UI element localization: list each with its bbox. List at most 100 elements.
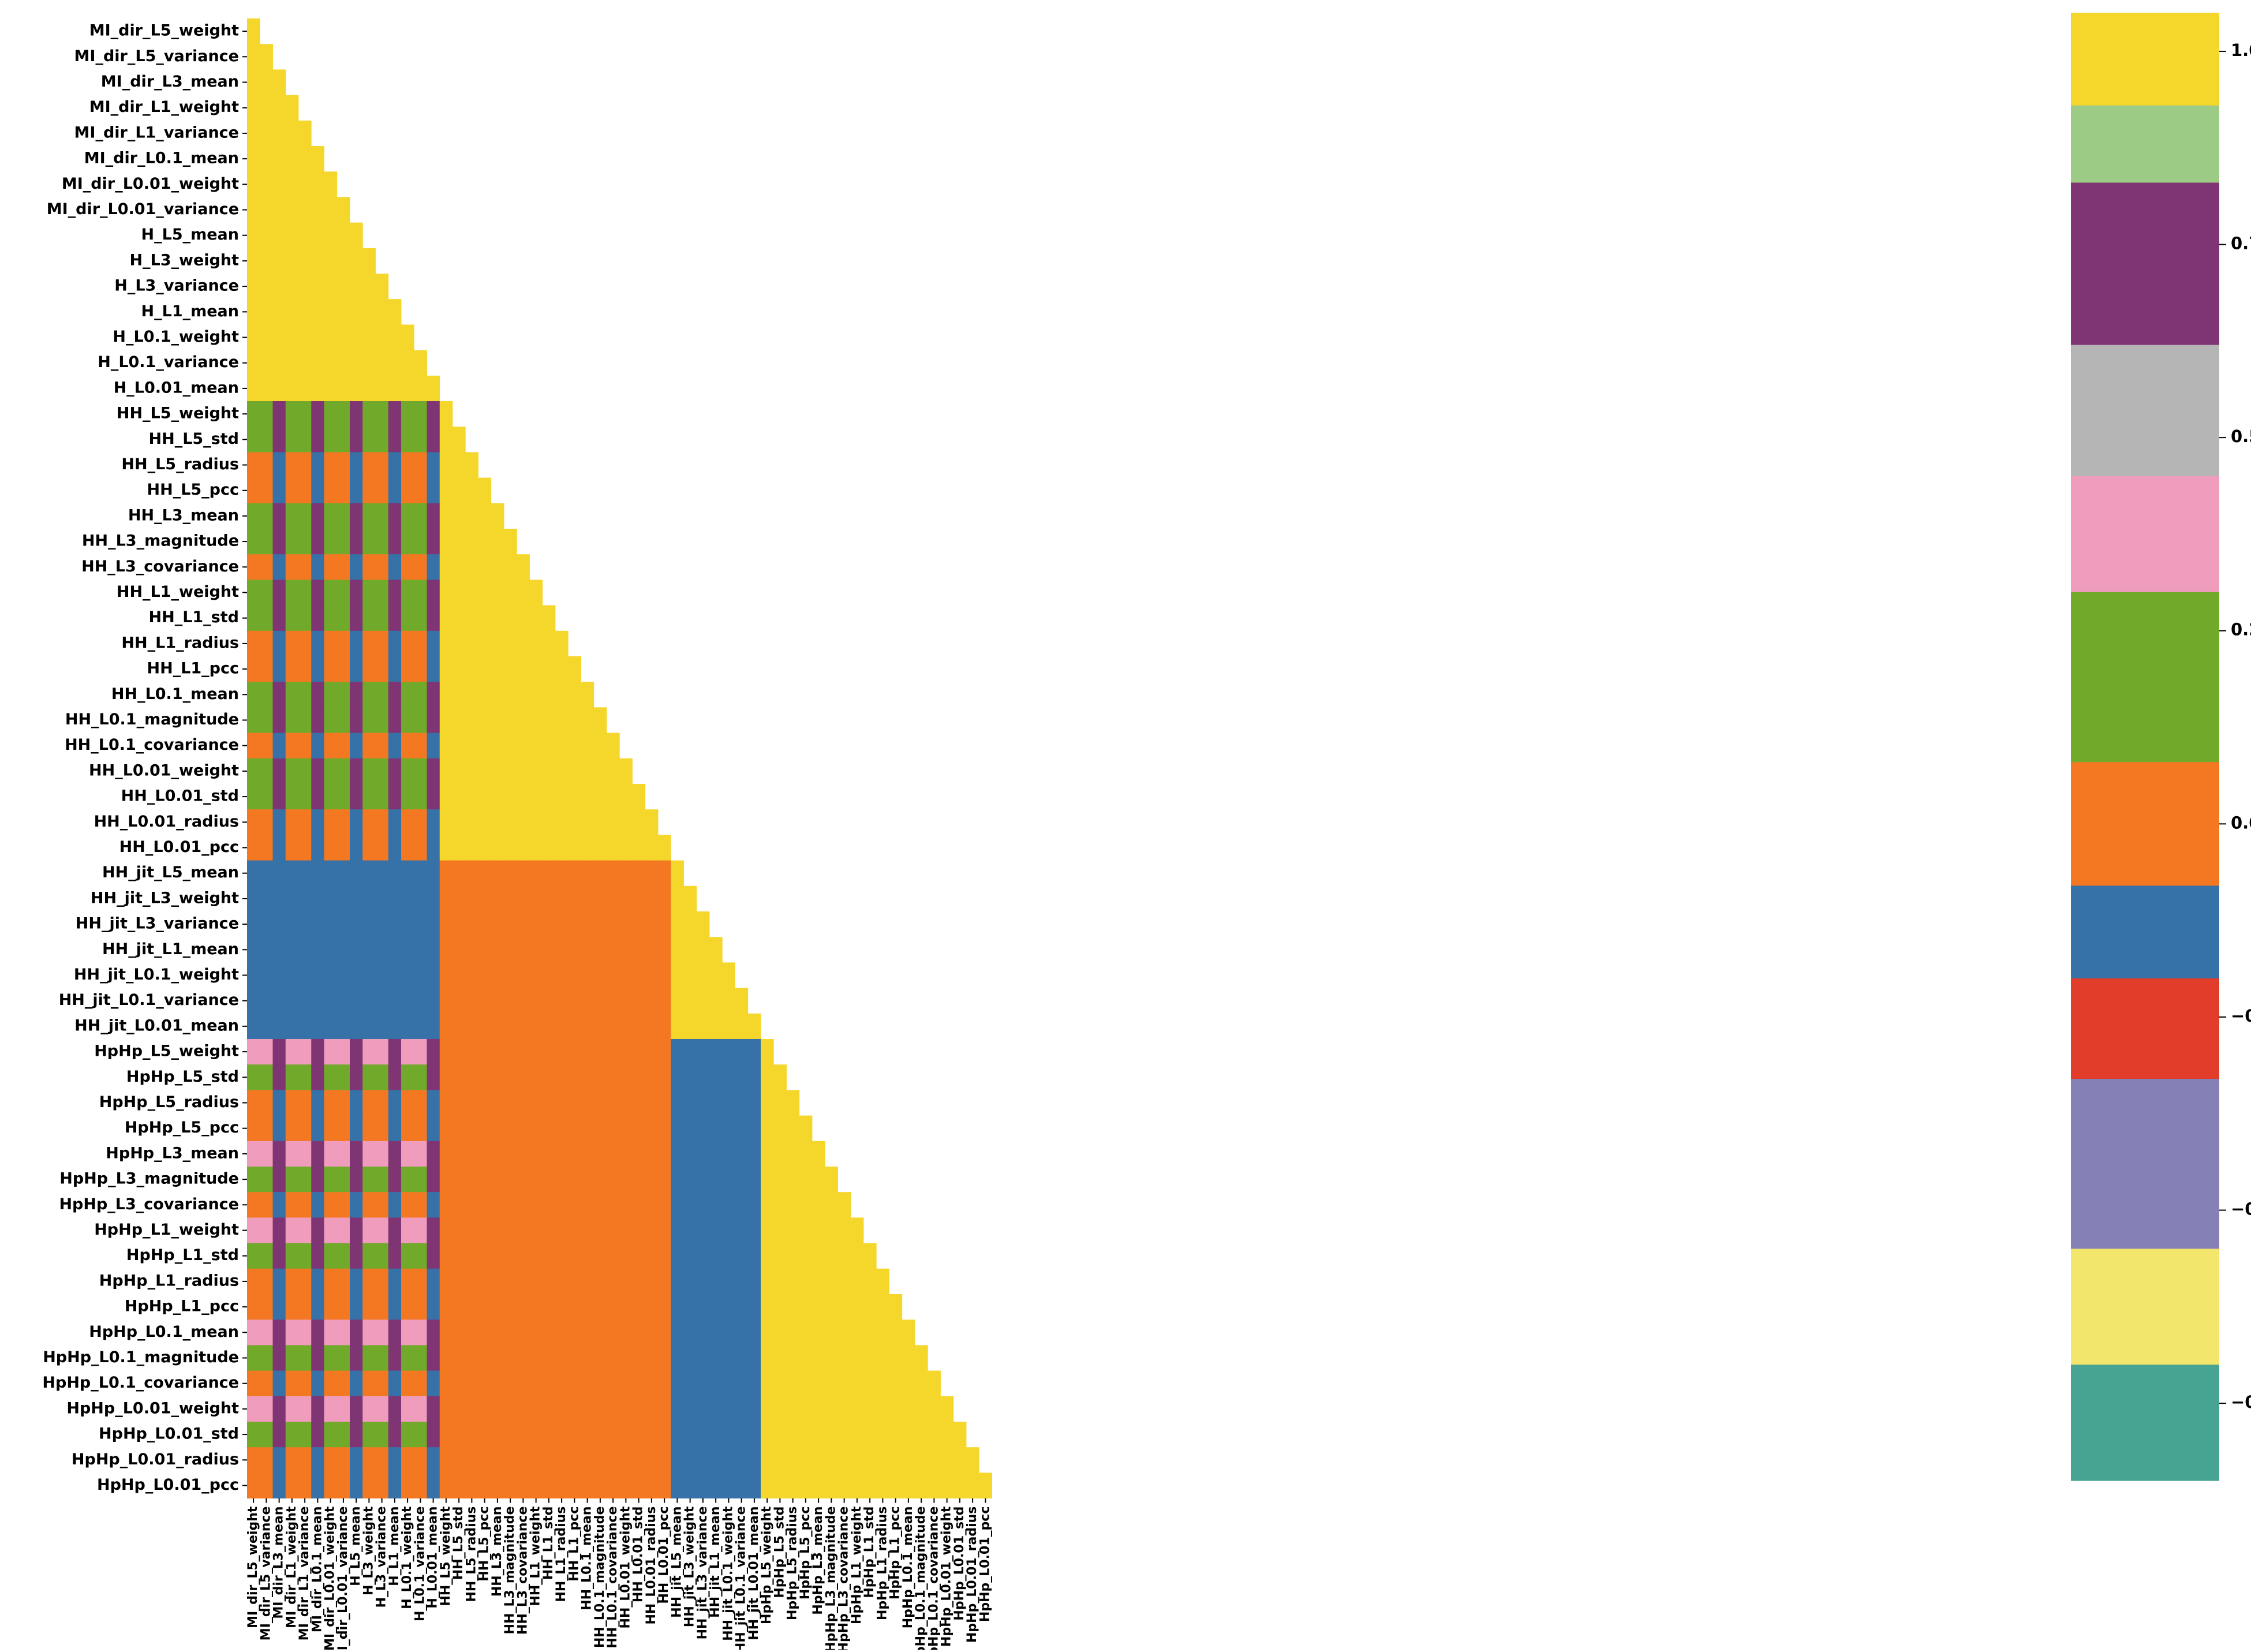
heatmap-cell	[439, 937, 453, 963]
heatmap-cell	[773, 1370, 787, 1397]
heatmap-cell	[247, 809, 260, 835]
heatmap-cell	[645, 937, 659, 963]
heatmap-cell	[401, 962, 414, 988]
heatmap-cell	[247, 732, 260, 759]
heatmap-cell	[529, 682, 543, 708]
heatmap-cell	[799, 1447, 813, 1473]
heatmap-cell	[709, 988, 723, 1014]
heatmap-cell	[453, 452, 466, 478]
heatmap-cell	[272, 580, 286, 606]
heatmap-cell	[414, 962, 427, 988]
heatmap-cell	[504, 529, 517, 555]
heatmap-cell	[773, 1396, 787, 1422]
heatmap-cell	[453, 885, 466, 912]
heatmap-cell	[298, 1141, 312, 1167]
heatmap-cell	[427, 1345, 440, 1371]
heatmap-cell	[837, 1294, 851, 1320]
heatmap-cell	[439, 630, 453, 657]
heatmap-cell	[747, 1472, 761, 1498]
heatmap-cell	[491, 1370, 504, 1397]
colorbar-bin	[2071, 978, 2219, 1079]
heatmap-cell	[350, 1013, 363, 1040]
heatmap-cell	[336, 554, 350, 580]
heatmap-cell	[632, 1141, 646, 1167]
heatmap-cell	[247, 580, 260, 606]
y-tick-label: HpHp_L0.01_radius	[72, 1451, 239, 1468]
heatmap-cell	[581, 911, 594, 937]
heatmap-cell	[517, 554, 530, 580]
y-tick-label: H_L5_mean	[141, 226, 239, 244]
heatmap-cell	[645, 1090, 659, 1116]
heatmap-cell	[427, 1447, 440, 1473]
heatmap-cell	[517, 1167, 530, 1193]
heatmap-cell	[272, 962, 286, 988]
heatmap-cell	[324, 605, 338, 631]
heatmap-cell	[336, 529, 350, 555]
heatmap-cell	[529, 1039, 543, 1065]
heatmap-cell	[388, 1115, 402, 1142]
heatmap-cell	[272, 324, 286, 350]
heatmap-cell	[439, 1064, 453, 1090]
heatmap-cell	[298, 452, 312, 478]
heatmap-cell	[401, 1090, 414, 1116]
heatmap-cell	[350, 1192, 363, 1218]
heatmap-cell	[336, 937, 350, 963]
heatmap-cell	[414, 427, 427, 453]
heatmap-cell	[362, 885, 376, 912]
heatmap-cell	[658, 911, 671, 937]
heatmap-cell	[478, 1268, 492, 1295]
heatmap-cell	[593, 707, 607, 733]
heatmap-cell	[747, 1294, 761, 1320]
heatmap-cell	[465, 554, 478, 580]
y-tick-label: MI_dir_L5_variance	[74, 47, 239, 65]
heatmap-cell	[658, 1447, 671, 1473]
heatmap-cell	[362, 937, 376, 963]
heatmap-cell	[555, 1192, 569, 1218]
heatmap-cell	[260, 1243, 273, 1269]
heatmap-cell	[812, 1167, 825, 1193]
heatmap-cell	[478, 1396, 492, 1422]
heatmap-cell	[272, 1039, 286, 1065]
x-tick-label: HH_L0.1_mean	[580, 1507, 594, 1610]
heatmap-cell	[850, 1243, 864, 1269]
heatmap-cell	[401, 988, 414, 1014]
heatmap-cell	[401, 324, 414, 350]
heatmap-cell	[272, 1447, 286, 1473]
heatmap-cell	[453, 1192, 466, 1218]
heatmap-cell	[298, 350, 312, 376]
y-tick-label: HH_L0.1_magnitude	[65, 711, 239, 728]
heatmap-cell	[671, 937, 684, 963]
heatmap-cell	[247, 1345, 260, 1371]
heatmap-cell	[761, 1396, 774, 1422]
heatmap-cell	[350, 1141, 363, 1167]
y-tick-label: HH_L0.01_std	[121, 787, 239, 805]
colorbar-bin	[2071, 105, 2219, 184]
heatmap-cell	[401, 937, 414, 963]
heatmap-cell	[709, 937, 723, 963]
heatmap-cell	[529, 605, 543, 631]
heatmap-cell	[645, 1294, 659, 1320]
heatmap-cell	[260, 732, 273, 759]
heatmap-cell	[298, 248, 312, 274]
heatmap-cell	[863, 1320, 877, 1345]
y-tick-label: HH_L1_pcc	[147, 660, 239, 678]
heatmap-cell	[709, 1115, 723, 1142]
heatmap-cell	[465, 1090, 478, 1116]
heatmap-cell	[542, 962, 556, 988]
heatmap-cell	[375, 1447, 389, 1473]
heatmap-cell	[568, 1064, 581, 1090]
heatmap-cell	[632, 1345, 646, 1371]
heatmap-cell	[439, 503, 453, 529]
heatmap-cell	[324, 350, 338, 376]
heatmap-cell	[517, 1422, 530, 1448]
heatmap-cell	[247, 1217, 260, 1243]
heatmap-cell	[362, 860, 376, 887]
heatmap-cell	[260, 554, 273, 580]
heatmap-cell	[658, 1013, 671, 1040]
heatmap-cell	[285, 911, 299, 937]
heatmap-cell	[465, 1422, 478, 1448]
heatmap-cell	[542, 732, 556, 759]
heatmap-cell	[568, 1294, 581, 1320]
y-tick-label: HpHp_L3_mean	[106, 1144, 239, 1162]
heatmap-cell	[272, 427, 286, 453]
